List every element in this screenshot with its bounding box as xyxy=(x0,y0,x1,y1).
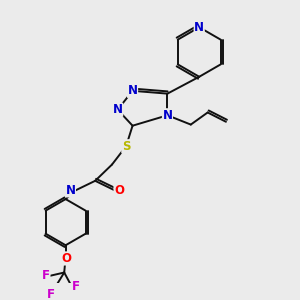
Text: H: H xyxy=(64,184,73,194)
Text: N: N xyxy=(65,184,76,197)
Text: S: S xyxy=(122,140,130,153)
Text: O: O xyxy=(114,184,124,197)
Text: N: N xyxy=(194,21,204,34)
Text: F: F xyxy=(42,269,50,282)
Text: F: F xyxy=(72,280,80,293)
Text: F: F xyxy=(47,288,55,300)
Text: O: O xyxy=(62,252,72,265)
Text: N: N xyxy=(162,109,172,122)
Text: N: N xyxy=(113,103,123,116)
Text: N: N xyxy=(128,84,138,97)
